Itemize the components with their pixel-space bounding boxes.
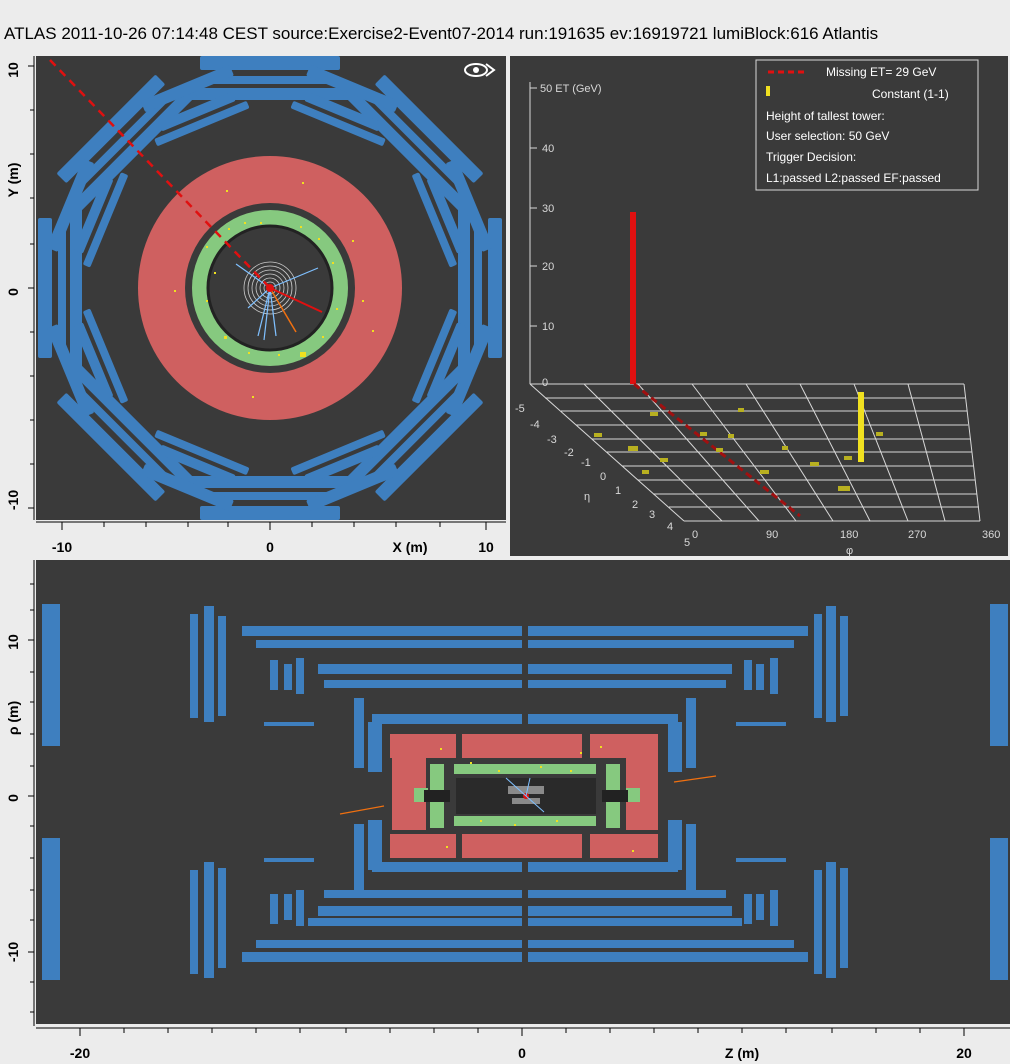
rz-track-left — [339, 805, 385, 815]
eta-tick: 4 — [667, 521, 673, 533]
xy-y-tick-bottom: -10 — [5, 490, 21, 510]
et-tick-10: 10 — [542, 321, 554, 333]
lego-towers — [594, 212, 883, 518]
missing-et-phi-line — [633, 382, 801, 518]
et-axis-title: 50 ET (GeV) — [540, 83, 602, 95]
missing-et-tower — [630, 212, 636, 384]
rz-x-axis-label: Z (m) — [725, 1045, 759, 1061]
rz-y-tick-mid: 0 — [5, 794, 21, 802]
phi-label: φ — [846, 545, 853, 557]
phi-tick: 90 — [766, 529, 778, 541]
legend-user-selection: User selection: 50 GeV — [766, 129, 889, 143]
rz-view[interactable]: 10 0 -10 ρ (m) -20 0 20 Z (m) — [0, 558, 1010, 1064]
phi-tick: 180 — [840, 529, 858, 541]
rz-inner-detector — [424, 777, 628, 814]
constant-legend-swatch — [766, 86, 770, 96]
rz-x-axis — [36, 1027, 1010, 1036]
phi-tick: 0 — [692, 529, 698, 541]
legend-trigger-result: L1:passed L2:passed EF:passed — [766, 171, 941, 185]
eta-tick: -2 — [564, 447, 574, 459]
xy-inner-detector — [243, 261, 297, 315]
rz-x-tick-right: 20 — [956, 1045, 972, 1061]
xy-y-axis — [28, 56, 35, 520]
rz-hadronic-calorimeter — [390, 734, 658, 858]
xy-x-axis — [36, 521, 506, 530]
xy-y-tick-top: 10 — [5, 62, 21, 78]
xy-muon-chambers — [18, 36, 522, 540]
fisheye-icon[interactable] — [464, 63, 496, 77]
eta-tick: -3 — [547, 434, 557, 446]
tallest-tower — [858, 392, 864, 462]
rz-y-axis — [28, 560, 35, 1026]
phi-tick: 270 — [908, 529, 926, 541]
xy-missing-et-line — [49, 59, 269, 287]
rz-y-tick-bottom: -10 — [5, 942, 21, 962]
lego-grid — [529, 383, 981, 522]
et-tick-30: 30 — [542, 203, 554, 215]
rz-muon-chambers — [42, 604, 1008, 980]
rz-y-axis-label: ρ (m) — [5, 701, 21, 735]
eta-tick: 1 — [615, 485, 621, 497]
xy-x-tick-right: 10 — [478, 539, 494, 555]
et-tick-0: 0 — [542, 377, 548, 389]
eta-tick: -4 — [530, 419, 540, 431]
xy-x-tick-left: -10 — [52, 539, 72, 555]
lego-view[interactable]: 50 ET (GeV) 40 30 20 10 0 — [510, 56, 1008, 557]
eta-label: η — [584, 491, 590, 503]
xy-y-axis-label: Y (m) — [5, 163, 21, 198]
rz-hits — [440, 746, 634, 852]
eta-tick: -1 — [581, 457, 591, 469]
eta-tick: 0 — [600, 471, 606, 483]
xy-view[interactable]: 10 0 -10 Y (m) -10 0 10 X (m) — [0, 36, 522, 558]
legend-missing-et: Missing ET= 29 GeV — [826, 65, 936, 79]
legend-trigger: Trigger Decision: — [766, 150, 856, 164]
legend-tallest: Height of tallest tower: — [766, 109, 885, 123]
rz-y-tick-top: 10 — [5, 634, 21, 650]
xy-x-tick-mid: 0 — [266, 539, 274, 555]
rz-track-right — [673, 775, 717, 783]
xy-x-axis-label: X (m) — [393, 539, 428, 555]
et-tick-40: 40 — [542, 143, 554, 155]
xy-hits — [174, 182, 374, 398]
eta-tick: 2 — [632, 499, 638, 511]
eta-tick: -5 — [515, 403, 525, 415]
lego-legend: Missing ET= 29 GeV Constant (1-1) Height… — [755, 59, 979, 191]
eta-tick: 3 — [649, 509, 655, 521]
xy-tracks — [235, 263, 323, 341]
et-tick-20: 20 — [542, 261, 554, 273]
legend-constant: Constant (1-1) — [872, 87, 949, 101]
eta-tick: 5 — [684, 537, 690, 549]
event-title: ATLAS 2011-10-26 07:14:48 CEST source:Ex… — [4, 24, 879, 43]
rz-x-tick-mid: 0 — [518, 1045, 526, 1061]
xy-y-tick-mid: 0 — [5, 288, 21, 296]
phi-tick: 360 — [982, 529, 1000, 541]
rz-x-tick-left: -20 — [70, 1045, 90, 1061]
